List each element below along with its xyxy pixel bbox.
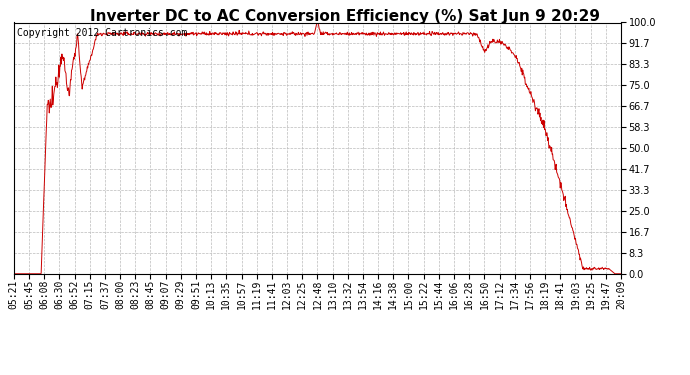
Text: Copyright 2012 Cartronics.com: Copyright 2012 Cartronics.com <box>17 27 187 38</box>
Text: Inverter DC to AC Conversion Efficiency (%) Sat Jun 9 20:29: Inverter DC to AC Conversion Efficiency … <box>90 9 600 24</box>
